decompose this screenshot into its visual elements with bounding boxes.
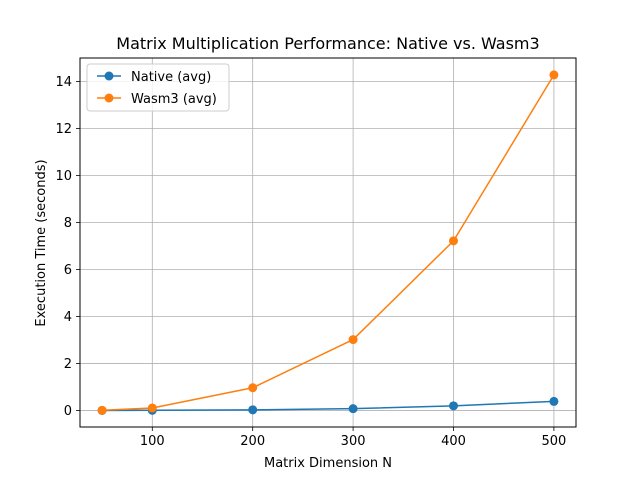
chart-title: Matrix Multiplication Performance: Nativ… [116, 34, 539, 53]
y-tick-label: 14 [55, 75, 72, 90]
data-point-wasm3-avg [97, 405, 107, 415]
legend-wasm3-marker [104, 93, 114, 103]
x-tick-label: 400 [441, 434, 466, 449]
y-tick-label: 2 [64, 357, 72, 372]
plot-series [97, 70, 559, 415]
x-tick-label: 300 [341, 434, 366, 449]
series-line-wasm3-avg [102, 74, 555, 412]
legend-label-wasm3: Wasm3 (avg) [131, 92, 217, 107]
data-point-wasm3-avg [248, 383, 258, 393]
series-line-native-avg [102, 400, 554, 412]
data-point-wasm3-avg [549, 70, 559, 80]
data-point-native-avg [348, 404, 358, 414]
legend: Native (avg) Wasm3 (avg) [86, 63, 230, 112]
axis-ticks: 100 200 300 400 500 0 2 4 6 8 10 12 14 [55, 75, 566, 449]
x-tick-label: 100 [140, 434, 165, 449]
data-point-wasm3-avg [449, 236, 459, 246]
legend-box [86, 63, 230, 112]
data-point-wasm3-avg [348, 335, 358, 345]
y-axis-label: Execution Time (seconds) [34, 159, 49, 326]
y-tick-label: 8 [64, 216, 72, 231]
y-tick-label: 10 [55, 169, 72, 184]
y-tick-label: 0 [64, 404, 72, 419]
x-axis-label: Matrix Dimension N [264, 456, 392, 471]
legend-label-native: Native (avg) [131, 70, 211, 85]
x-tick-label: 500 [541, 434, 566, 449]
plot-area-frame [79, 57, 577, 428]
legend-native-marker [104, 71, 114, 81]
data-point-wasm3-avg [147, 403, 157, 413]
y-tick-label: 12 [55, 122, 72, 137]
y-tick-label: 4 [64, 310, 72, 325]
x-tick-label: 200 [240, 434, 265, 449]
data-point-native-avg [248, 405, 258, 415]
data-point-native-avg [549, 396, 559, 406]
y-tick-label: 6 [64, 263, 72, 278]
data-point-native-avg [449, 401, 459, 411]
